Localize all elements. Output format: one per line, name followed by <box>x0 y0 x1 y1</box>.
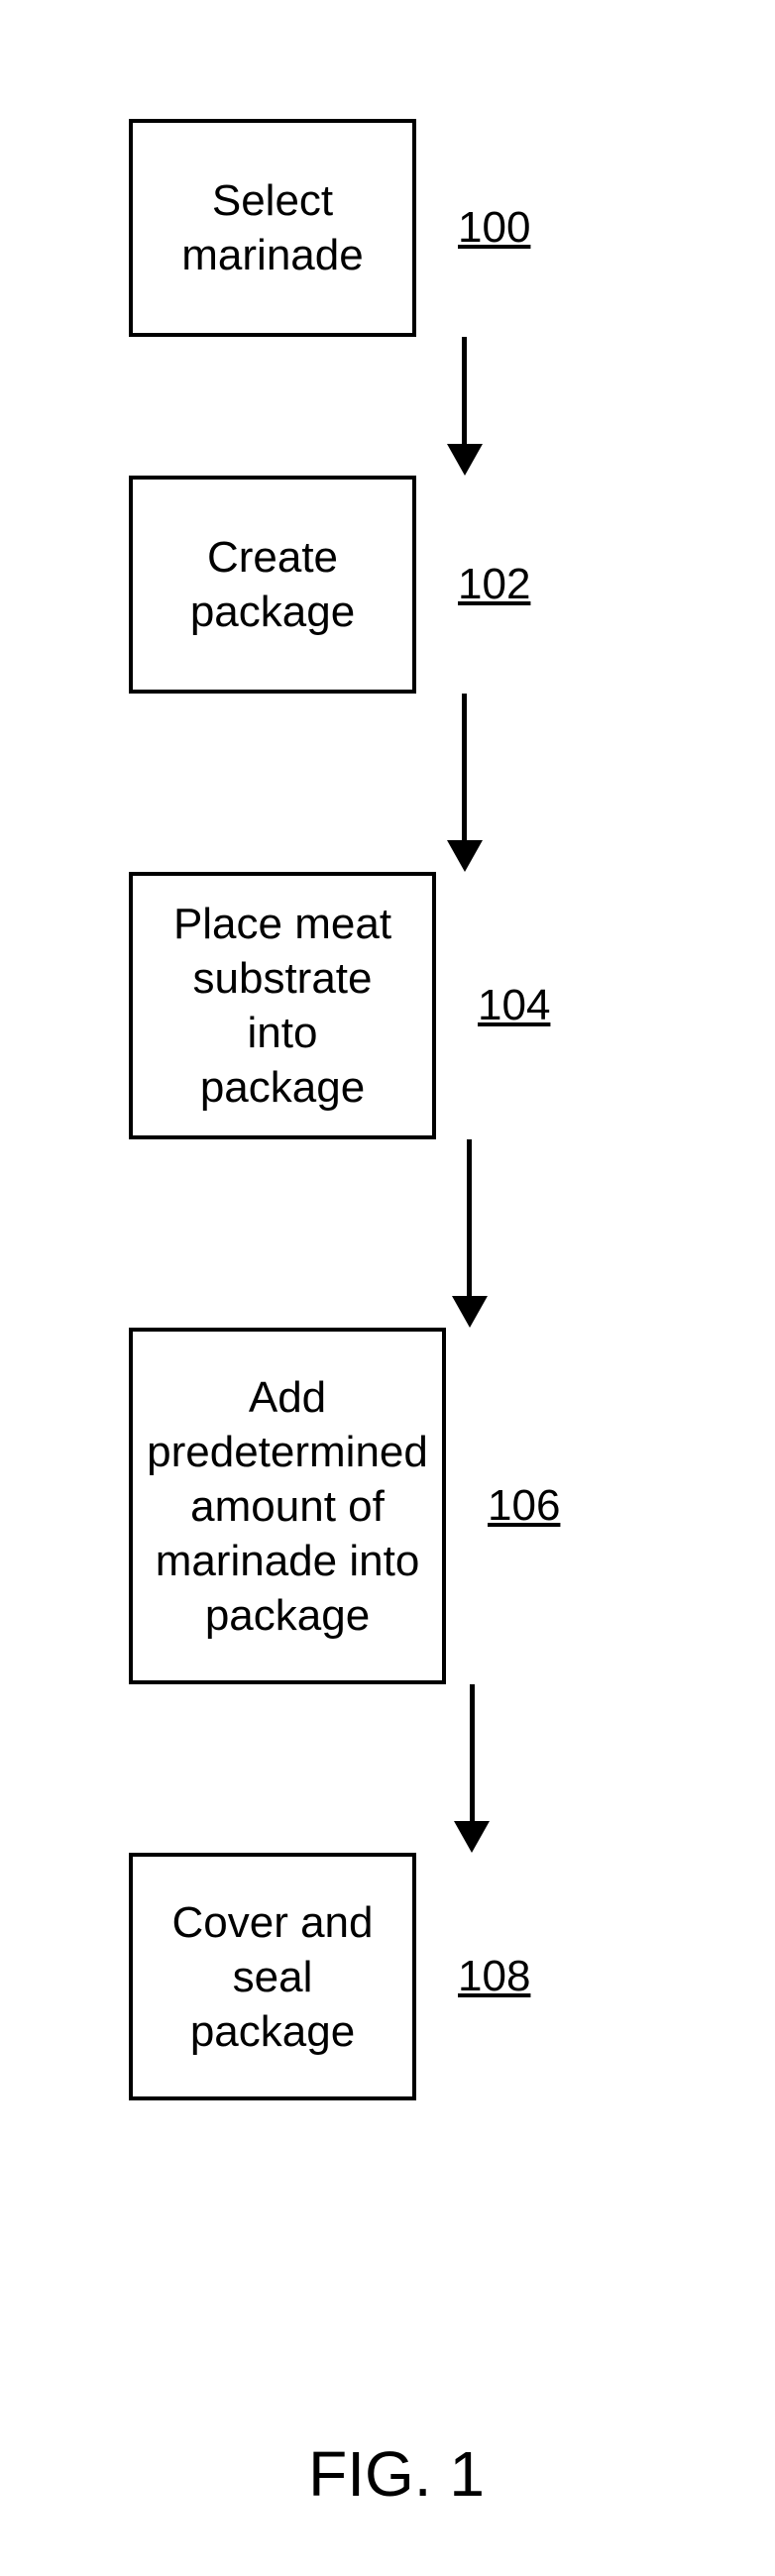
flow-row: Place meatsubstrate intopackage 104 <box>129 872 674 1139</box>
flow-arrow <box>129 337 674 476</box>
flow-node-104: Place meatsubstrate intopackage <box>129 872 436 1139</box>
flowchart-container: Selectmarinade100Createpackage102Place m… <box>129 119 674 2100</box>
flow-node-label-line: substrate into <box>153 951 412 1060</box>
flow-ref-106: 106 <box>488 1481 560 1531</box>
flow-node-label-line: amount of <box>190 1479 385 1534</box>
flow-ref-108: 108 <box>458 1952 530 2001</box>
flow-node-108: Cover andsealpackage <box>129 1853 416 2100</box>
flow-node-label-line: seal <box>233 1950 313 2004</box>
flow-node-100: Selectmarinade <box>129 119 416 337</box>
flow-arrow <box>129 1684 674 1853</box>
flow-arrow <box>129 694 674 872</box>
flow-node-106: Addpredeterminedamount ofmarinade intopa… <box>129 1328 446 1684</box>
flow-node-label-line: Select <box>212 173 333 228</box>
flow-node-label-line: package <box>200 1060 365 1115</box>
flow-node-label-line: marinade <box>181 228 363 282</box>
arrow-shaft <box>462 694 467 842</box>
flow-node-label-line: package <box>190 585 355 639</box>
flow-node-label-line: package <box>205 1588 370 1643</box>
flow-node-label-line: package <box>190 2004 355 2059</box>
flow-node-label-line: Add <box>249 1370 326 1425</box>
flow-ref-104: 104 <box>478 981 550 1030</box>
flow-node-102: Createpackage <box>129 476 416 694</box>
arrow-head-icon <box>447 840 483 872</box>
arrow-shaft <box>467 1139 472 1298</box>
arrow-head-icon <box>447 444 483 476</box>
flow-node-label-line: predetermined <box>147 1425 428 1479</box>
flow-node-label-line: Place meat <box>173 897 391 951</box>
flow-arrow <box>129 1139 674 1328</box>
figure-caption: FIG. 1 <box>248 2437 545 2511</box>
flow-ref-102: 102 <box>458 560 530 609</box>
flow-ref-100: 100 <box>458 203 530 253</box>
flow-row: Addpredeterminedamount ofmarinade intopa… <box>129 1328 674 1684</box>
flow-row: Createpackage 102 <box>129 476 674 694</box>
arrow-head-icon <box>452 1296 488 1328</box>
arrow-shaft <box>470 1684 475 1823</box>
flow-row: Cover andsealpackage 108 <box>129 1853 674 2100</box>
flow-row: Selectmarinade 100 <box>129 119 674 337</box>
flow-node-label-line: Create <box>207 530 338 585</box>
arrow-head-icon <box>454 1821 490 1853</box>
flow-node-label-line: Cover and <box>171 1895 373 1950</box>
flow-node-label-line: marinade into <box>156 1534 420 1588</box>
arrow-shaft <box>462 337 467 446</box>
